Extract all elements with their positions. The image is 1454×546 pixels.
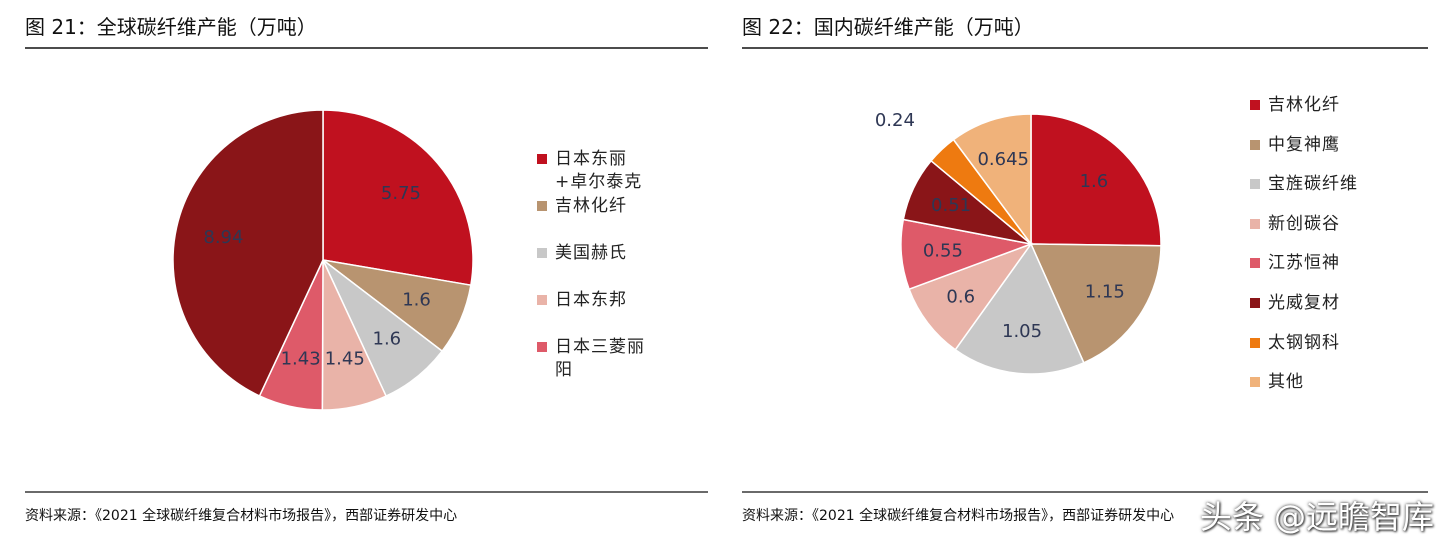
- legend-label: 太钢钢科: [1268, 332, 1340, 353]
- data-label: 1.15: [1085, 282, 1125, 303]
- legend-item: 日本三菱丽阳: [537, 336, 655, 382]
- chart-title: 图 22：国内碳纤维产能（万吨）: [742, 15, 1034, 39]
- data-label: 1.6: [373, 329, 402, 350]
- legend-item: 中复神鹰: [1250, 134, 1368, 157]
- legend-label: 光威复材: [1268, 293, 1340, 313]
- legend-swatch: [1250, 337, 1260, 348]
- legend-item: 其他: [1250, 371, 1368, 394]
- legend-item: 日本东丽+卓尔泰克: [537, 148, 655, 194]
- legend-swatch: [1250, 298, 1260, 308]
- legend-swatch: [537, 154, 547, 164]
- legend-swatch: [1250, 218, 1260, 229]
- data-label: 0.24: [875, 110, 915, 131]
- watermark: 头条 @远瞻智库: [1199, 498, 1434, 536]
- pie-slice: [954, 242, 1085, 375]
- legend-item: 美国赫氏: [537, 242, 655, 265]
- data-label: 1.05: [1002, 321, 1042, 342]
- data-label: 1.6: [402, 290, 431, 311]
- legend-item: 江苏恒神: [1250, 252, 1368, 275]
- data-label: 0.55: [923, 240, 963, 261]
- legend-label: 吉林化纤: [1268, 95, 1340, 115]
- pie-slice: [908, 242, 1034, 351]
- data-label: 1.45: [325, 349, 365, 370]
- source: 资料来源：《2021 全球碳纤维复合材料市场报告》，西部证券研发中心: [25, 507, 457, 524]
- pie-slice: [172, 109, 324, 397]
- legend-label: 日本三菱丽阳: [555, 337, 645, 380]
- data-label: 0.51: [931, 195, 971, 216]
- legend-swatch: [537, 201, 547, 211]
- data-label: 0.645: [977, 149, 1029, 170]
- legend-label: 宝旌碳纤维: [1268, 174, 1358, 195]
- legend-swatch: [1250, 377, 1260, 388]
- data-label: 1.6: [1080, 171, 1109, 192]
- legend-item: 新创碳谷: [1250, 213, 1368, 236]
- pie-slice: [322, 109, 474, 287]
- legend-label: 其他: [1268, 372, 1304, 393]
- data-label: 1.43: [281, 349, 321, 370]
- legend-item: 吉林化纤: [1250, 94, 1368, 117]
- chart-title: 图 21：全球碳纤维产能（万吨）: [25, 15, 317, 39]
- legend-swatch: [537, 342, 547, 352]
- legend-item: 日本东邦: [537, 289, 655, 312]
- pie-slice: [1029, 243, 1162, 364]
- legend-item: 吉林化纤: [537, 195, 655, 218]
- legend-swatch: [1250, 100, 1260, 110]
- legend-label: 日本东丽+卓尔泰克: [555, 149, 643, 192]
- legend-swatch: [1250, 139, 1260, 150]
- legend-label: 江苏恒神: [1268, 253, 1340, 274]
- data-label: 8.94: [203, 227, 243, 248]
- legend-swatch: [537, 295, 547, 305]
- source: 资料来源：《2021 全球碳纤维复合材料市场报告》，西部证券研发中心: [742, 507, 1174, 524]
- legend-item: 宝旌碳纤维: [1250, 173, 1368, 196]
- legend-swatch: [1250, 179, 1260, 190]
- legend-item: 光威复材: [1250, 292, 1368, 315]
- legend-item: 太钢钢科: [1250, 332, 1368, 355]
- legend-swatch: [537, 248, 547, 258]
- data-label: 5.75: [381, 183, 421, 204]
- legend-label: 新创碳谷: [1268, 213, 1340, 234]
- legend-label: 中复神鹰: [1268, 134, 1340, 155]
- data-label: 0.6: [946, 287, 975, 308]
- pie-slice: [952, 113, 1032, 247]
- legend-swatch: [1250, 258, 1260, 269]
- legend-label: 美国赫氏: [555, 243, 627, 263]
- legend-label: 吉林化纤: [555, 196, 627, 216]
- pie-slice: [1030, 113, 1162, 247]
- legend-label: 日本东邦: [555, 290, 627, 310]
